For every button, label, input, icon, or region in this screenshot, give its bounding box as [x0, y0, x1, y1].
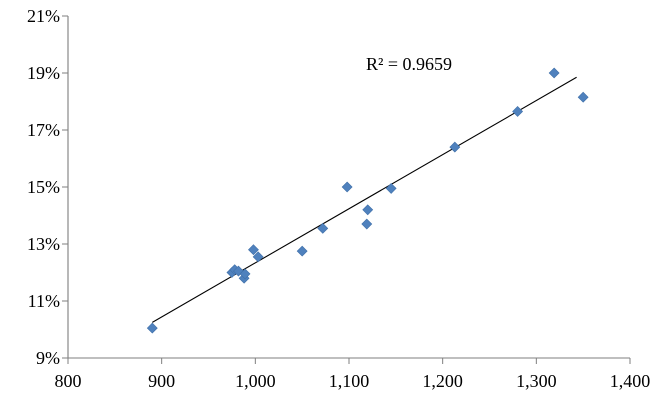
- x-axis-tick-label: 1,200: [422, 371, 463, 391]
- x-axis-tick-label: 1,300: [516, 371, 557, 391]
- x-axis-tick-label: 900: [148, 371, 175, 391]
- data-point: [577, 91, 589, 103]
- data-point: [362, 204, 374, 216]
- data-point: [512, 106, 524, 117]
- data-point: [385, 183, 397, 194]
- x-axis-tick-label: 1,400: [610, 371, 651, 391]
- data-point: [548, 67, 560, 79]
- y-axis-tick-label: 9%: [36, 348, 60, 368]
- x-axis-tick-label: 800: [55, 371, 82, 391]
- x-axis-tick-label: 1,000: [235, 371, 276, 391]
- y-axis-tick-label: 21%: [27, 6, 60, 26]
- data-point: [248, 244, 259, 256]
- y-axis-tick-label: 13%: [27, 234, 60, 254]
- y-axis-tick-label: 17%: [27, 120, 60, 140]
- data-point: [361, 218, 373, 230]
- y-axis-tick-label: 15%: [27, 177, 60, 197]
- labels-layer: R² = 0.9659: [366, 54, 452, 74]
- trendline-layer: [152, 76, 577, 323]
- x-axis-tick-label: 1,100: [329, 371, 370, 391]
- data-point: [296, 245, 308, 257]
- data-point: [449, 141, 461, 153]
- data-point: [317, 222, 329, 234]
- data-point: [341, 181, 353, 193]
- trendline: [152, 76, 577, 323]
- data-point: [252, 251, 264, 263]
- y-axis-tick-label: 19%: [27, 63, 60, 83]
- r-squared-label: R² = 0.9659: [366, 54, 452, 74]
- data-point: [239, 268, 251, 280]
- points-layer: [146, 67, 589, 334]
- axes-layer: 9% 11% 13% 15% 17% 19% 21% 800 900 1,000 1,100 1,20…: [27, 6, 650, 391]
- y-axis-tick-label: 11%: [28, 291, 60, 311]
- data-point: [146, 322, 158, 334]
